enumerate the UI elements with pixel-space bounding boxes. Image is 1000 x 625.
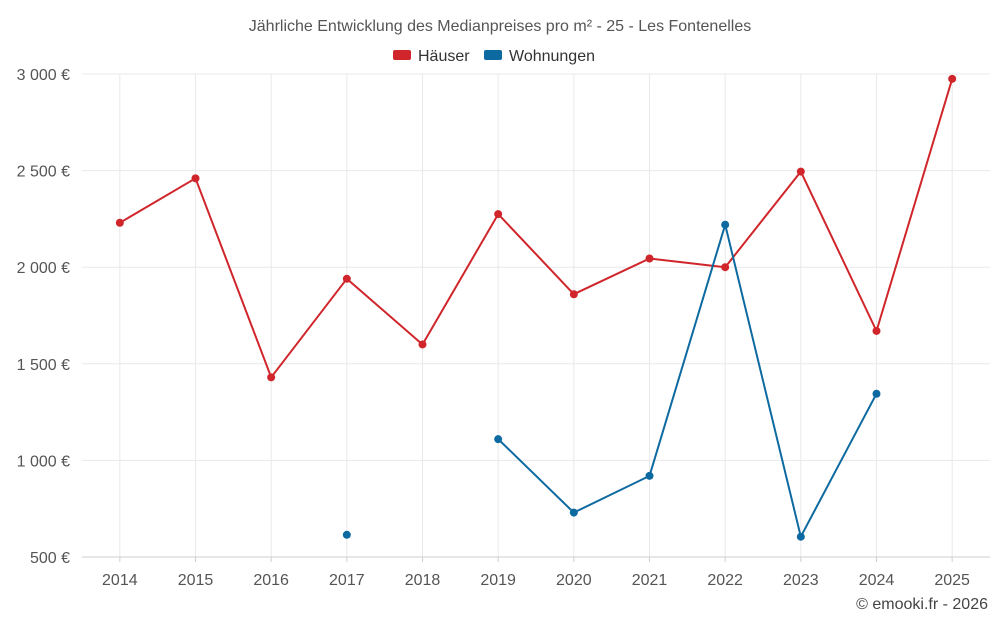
series-wohnungen (342, 220, 881, 541)
data-point-haeuser-2016[interactable] (267, 373, 276, 382)
data-point-haeuser-2018[interactable] (418, 340, 427, 349)
x-tick-label: 2024 (859, 572, 895, 589)
data-point-haeuser-2020[interactable] (569, 290, 578, 299)
series-line-haeuser (119, 78, 954, 379)
chart-title: Jährliche Entwicklung des Medianpreises … (249, 18, 751, 35)
x-tick-label: 2016 (253, 572, 289, 589)
credit-text: © emooki.fr - 2026 (856, 596, 988, 613)
data-point-haeuser-2024[interactable] (872, 326, 881, 335)
y-tick-label: 1 500 € (17, 357, 70, 374)
legend-swatch-haeuser (393, 50, 411, 60)
data-point-wohnungen-2019[interactable] (494, 435, 503, 444)
legend-item-wohnungen[interactable]: Wohnungen (484, 48, 595, 65)
legend: Häuser Wohnungen (393, 48, 595, 65)
data-point-wohnungen-2024[interactable] (872, 389, 881, 398)
series-line-wohnungen (497, 223, 878, 538)
x-tick-label: 2018 (405, 572, 441, 589)
axes: 500 € 1 000 € 1 500 € 2 000 € 2 500 € 3 000 €… (17, 67, 990, 589)
y-tick-label: 3 000 € (17, 67, 70, 84)
x-tick-label: 2020 (556, 572, 592, 589)
data-point-haeuser-2021[interactable] (645, 254, 654, 263)
series-layer (115, 74, 957, 541)
legend-label-haeuser: Häuser (418, 48, 470, 65)
data-point-haeuser-2017[interactable] (342, 274, 351, 283)
x-tick-label: 2022 (707, 572, 743, 589)
data-point-haeuser-2019[interactable] (494, 210, 503, 219)
x-tick-label: 2014 (102, 572, 138, 589)
data-point-haeuser-2014[interactable] (115, 218, 124, 227)
y-tick-label: 2 000 € (17, 260, 70, 277)
y-tick-label: 2 500 € (17, 164, 70, 181)
data-point-wohnungen-2021[interactable] (645, 471, 654, 480)
x-tick-label: 2021 (632, 572, 668, 589)
data-point-haeuser-2015[interactable] (191, 174, 200, 183)
x-tick-label: 2017 (329, 572, 365, 589)
data-point-wohnungen-2020[interactable] (569, 508, 578, 517)
x-tick-label: 2019 (480, 572, 516, 589)
grid (82, 73, 990, 558)
data-point-wohnungen-2017[interactable] (342, 530, 351, 539)
legend-label-wohnungen: Wohnungen (509, 48, 595, 65)
data-point-haeuser-2022[interactable] (721, 263, 730, 272)
x-tick-label: 2015 (178, 572, 214, 589)
x-tick-label: 2023 (783, 572, 819, 589)
data-point-wohnungen-2022[interactable] (721, 220, 730, 229)
data-point-wohnungen-2023[interactable] (796, 532, 805, 541)
x-tick-label: 2025 (934, 572, 970, 589)
y-tick-label: 500 € (30, 550, 70, 567)
data-point-haeuser-2025[interactable] (948, 74, 957, 83)
legend-swatch-wohnungen (484, 50, 502, 60)
data-point-haeuser-2023[interactable] (796, 167, 805, 176)
series-haeuser (115, 74, 957, 382)
legend-item-haeuser[interactable]: Häuser (393, 48, 470, 65)
y-tick-label: 1 000 € (17, 453, 70, 470)
